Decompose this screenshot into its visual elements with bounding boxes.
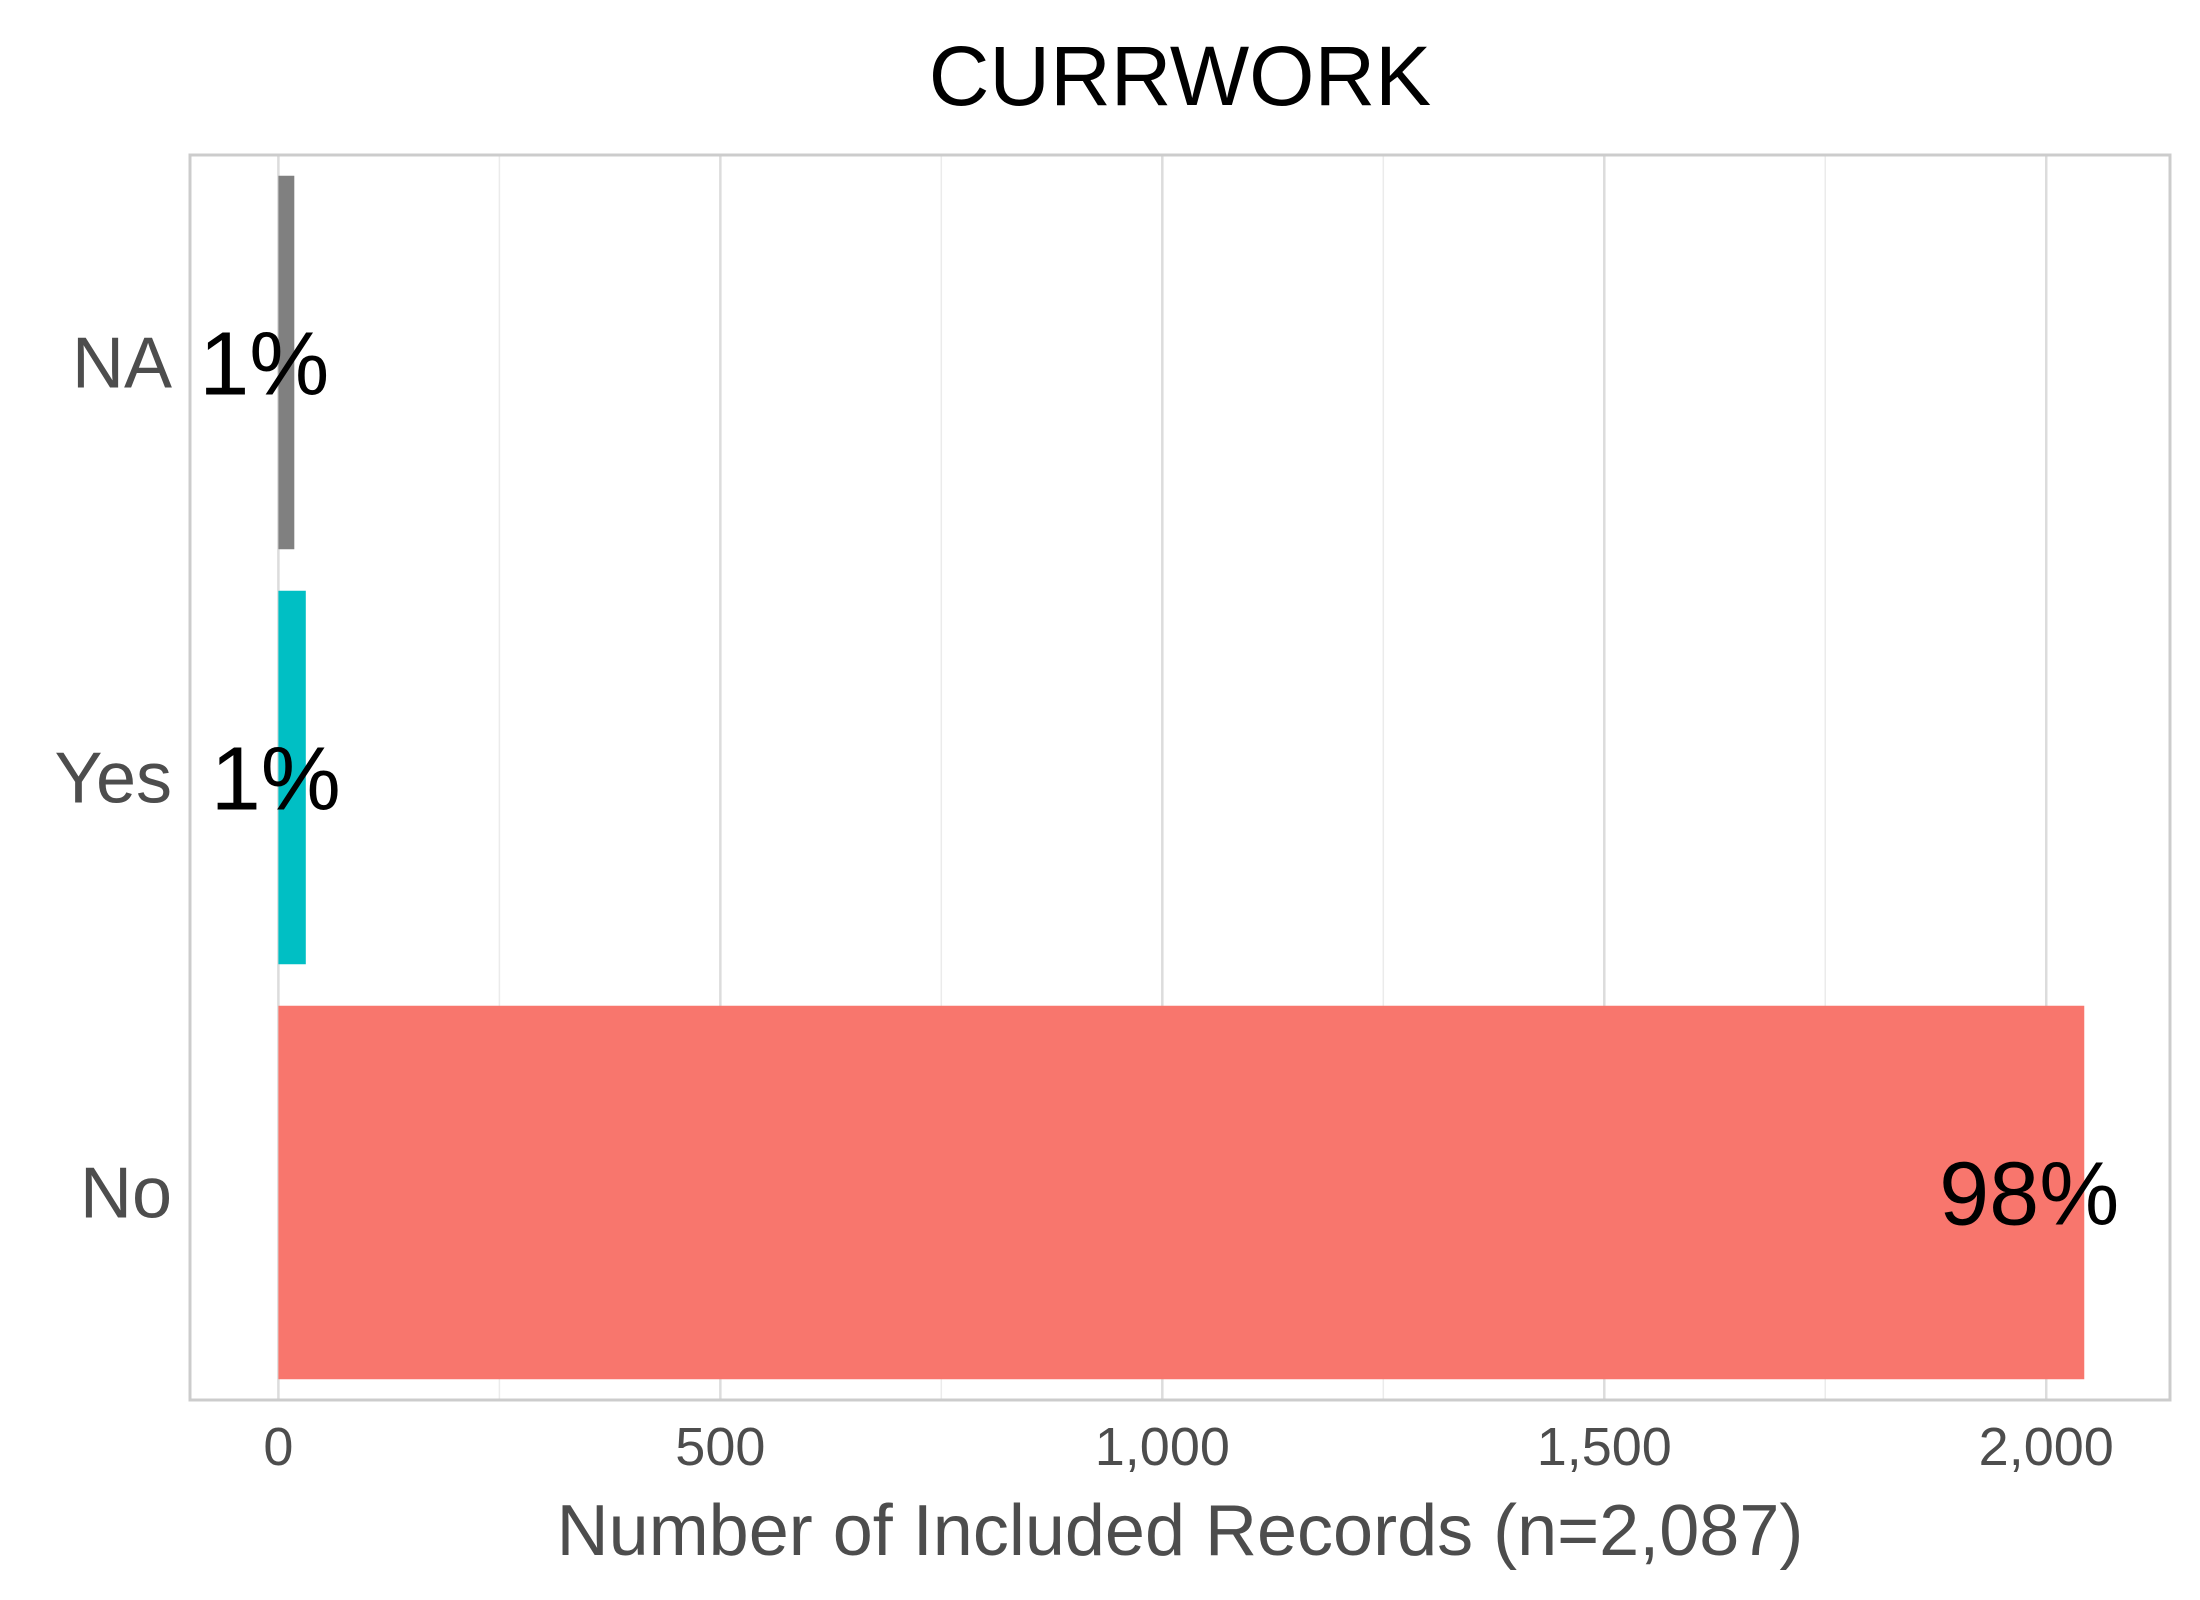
chart-title: CURRWORK (929, 29, 1431, 123)
bar-layer (278, 175, 2085, 1380)
data-label-no: 98% (1939, 1145, 2119, 1245)
data-label-yes: 1% (211, 730, 341, 830)
bar-yes (278, 590, 306, 965)
category-label-na: NA (72, 324, 172, 404)
bar-na (278, 175, 295, 550)
x-tick-label: 1,000 (1095, 1417, 1230, 1477)
x-tick-label: 0 (263, 1417, 293, 1477)
bar-no (278, 1005, 2085, 1380)
x-tick-label: 1,500 (1537, 1417, 1672, 1477)
x-axis-title: Number of Included Records (n=2,087) (557, 1491, 1804, 1571)
x-tick-label: 2,000 (1979, 1417, 2114, 1477)
panel-border (188, 153, 2172, 1402)
category-label-yes: Yes (55, 739, 172, 819)
data-label-na: 1% (199, 315, 329, 415)
x-tick-label: 500 (675, 1417, 765, 1477)
label-layer: No Yes NA 98% 1% 1% 0 500 1,000 1,500 2,000 (55, 315, 2120, 1478)
category-label-no: No (80, 1154, 172, 1234)
